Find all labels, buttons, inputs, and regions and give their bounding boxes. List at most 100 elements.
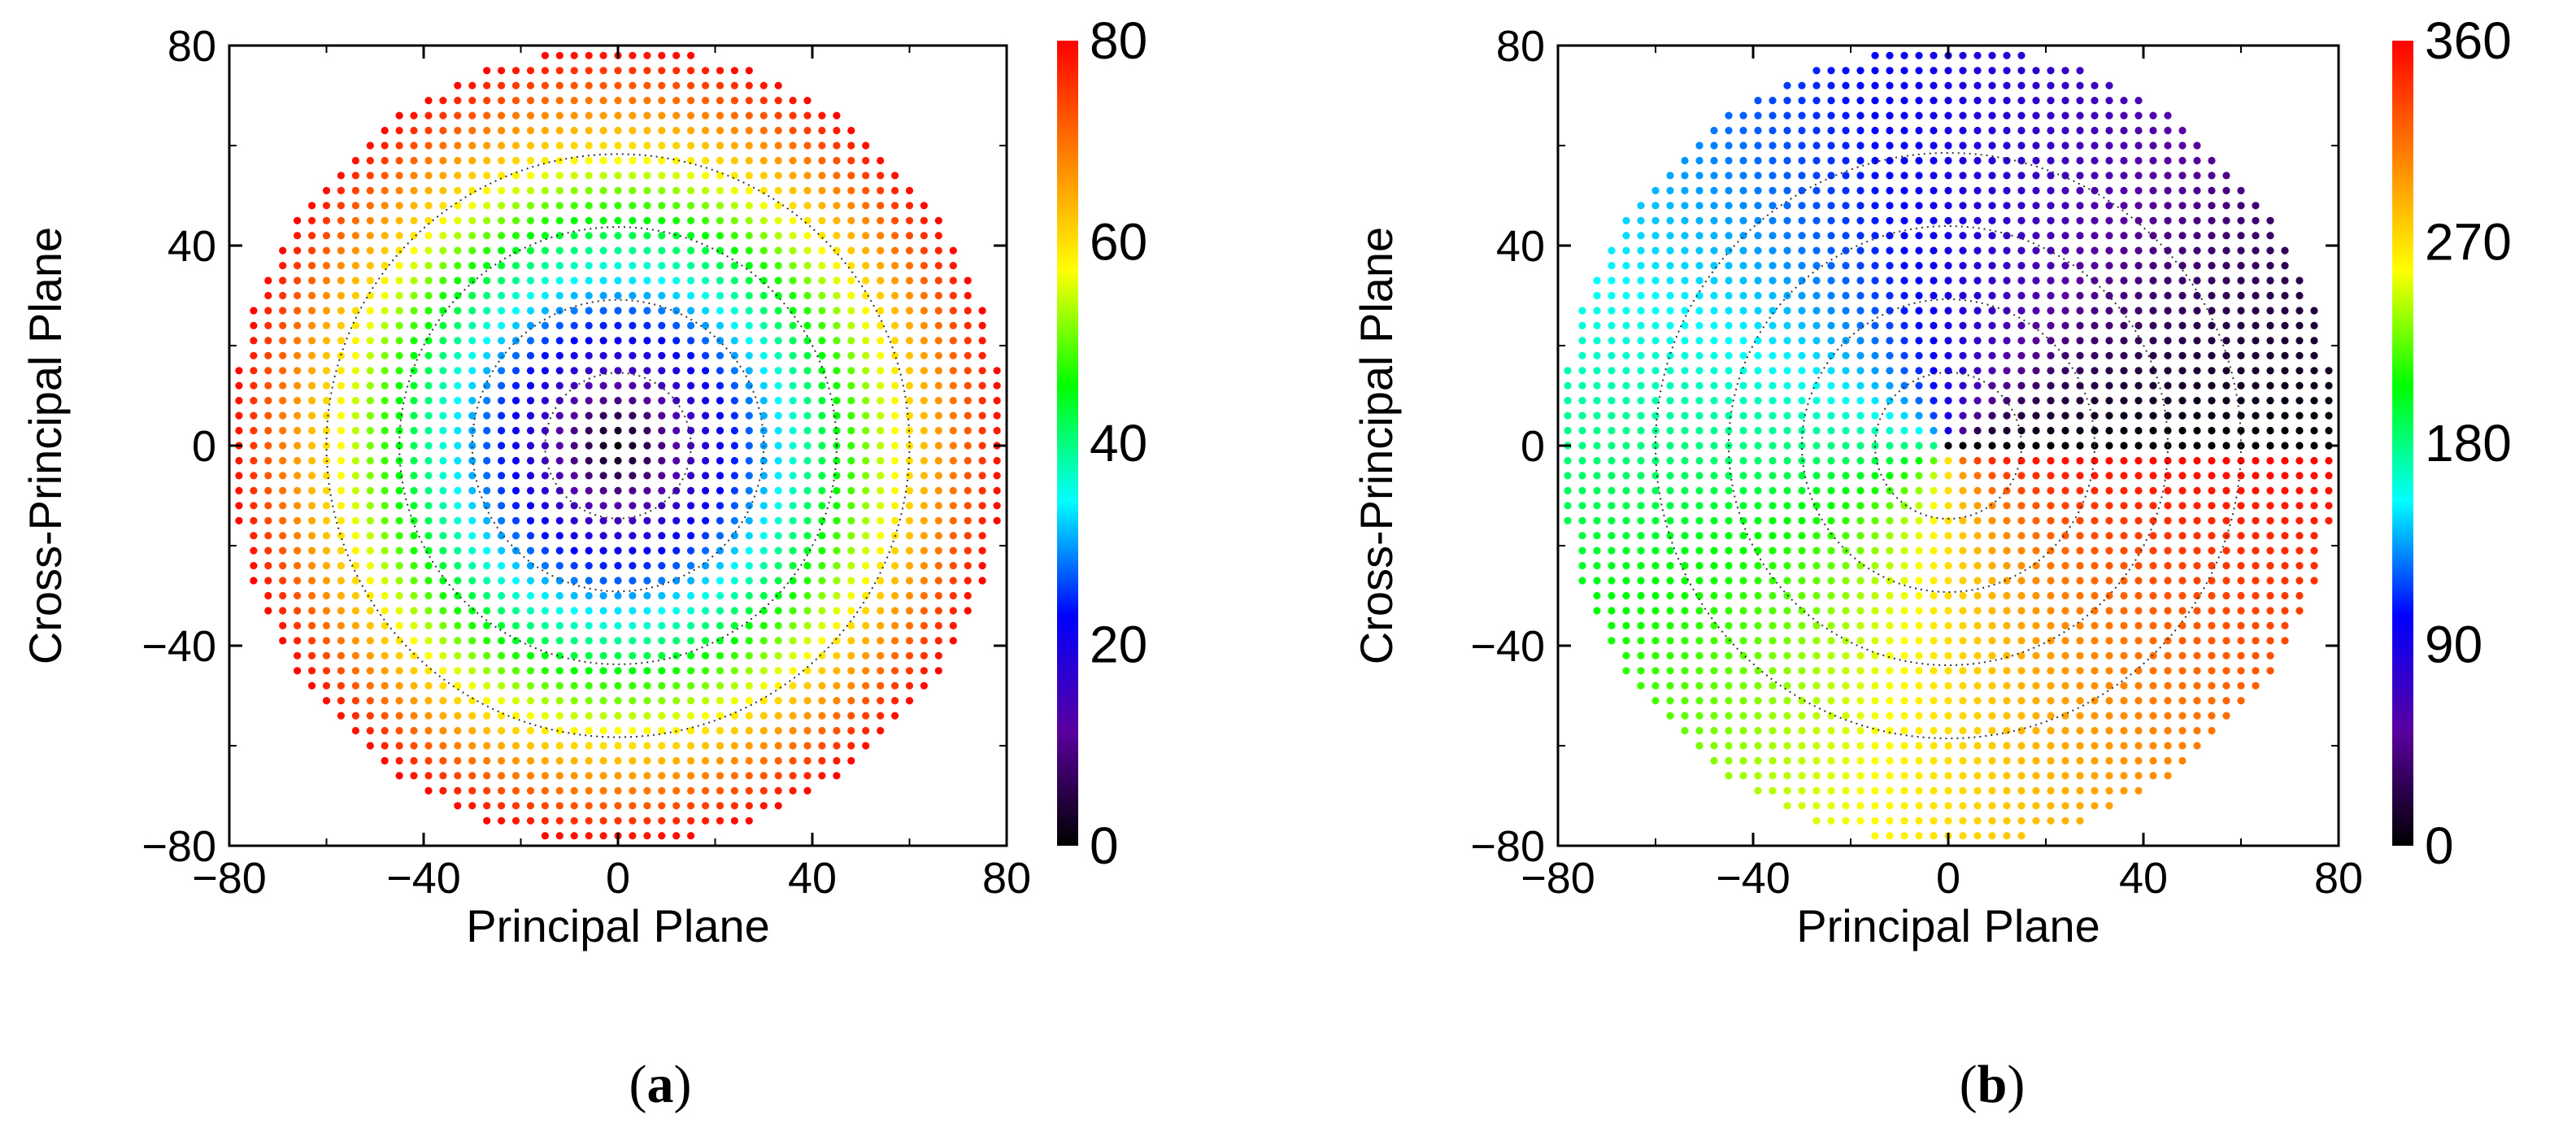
scatter-point [381, 546, 389, 555]
scatter-point [381, 486, 389, 495]
scatter-point [498, 816, 506, 825]
scatter-point [599, 516, 607, 525]
scatter-point [279, 591, 287, 600]
scatter-point [1754, 651, 1762, 660]
scatter-point [308, 591, 316, 600]
scatter-point [920, 502, 928, 510]
scatter-point [2105, 786, 2113, 795]
scatter-point [308, 262, 316, 270]
scatter-point [1695, 156, 1704, 165]
scatter-point [279, 546, 287, 555]
scatter-point [1637, 591, 1645, 600]
scatter-point [381, 681, 389, 690]
scatter-point [993, 456, 1001, 465]
scatter-point [454, 351, 462, 359]
scatter-point [629, 202, 637, 210]
scatter-point [1886, 637, 1894, 645]
scatter-point [410, 637, 418, 645]
scatter-point [774, 712, 782, 720]
scatter-point [1886, 411, 1894, 420]
scatter-point [687, 637, 695, 645]
scatter-point [2193, 697, 2201, 705]
scatter-point [862, 546, 870, 555]
scatter-point [2061, 351, 2069, 359]
scatter-point [1915, 742, 1923, 750]
scatter-point [1973, 291, 1982, 300]
scatter-point [2032, 426, 2040, 435]
scatter-point [381, 276, 389, 285]
scatter-point [468, 712, 476, 720]
scatter-point [424, 442, 433, 450]
scatter-point [1959, 472, 1967, 480]
scatter-point [1944, 681, 1952, 690]
scatter-point [395, 381, 403, 390]
scatter-point [1871, 832, 1879, 840]
scatter-point [1637, 202, 1645, 210]
scatter-point [1622, 532, 1630, 540]
scatter-point [526, 411, 535, 420]
scatter-point [2134, 411, 2143, 420]
scatter-point [2178, 697, 2187, 705]
scatter-point [2076, 351, 2084, 359]
scatter-point [570, 591, 578, 600]
scatter-point [1988, 202, 1996, 210]
scatter-point [585, 667, 593, 675]
scatter-point [1798, 97, 1806, 105]
scatter-point [1798, 276, 1806, 285]
scatter-point [1988, 456, 1996, 465]
scatter-point [2164, 351, 2172, 359]
scatter-point [934, 337, 942, 345]
scatter-point [468, 307, 476, 315]
scatter-point [1783, 786, 1791, 795]
scatter-point [643, 397, 651, 405]
scatter-point [1959, 67, 1967, 75]
scatter-point [730, 786, 739, 795]
scatter-point [1783, 621, 1791, 630]
scatter-point [1622, 276, 1630, 285]
scatter-point [789, 351, 797, 359]
scatter-point [308, 232, 316, 240]
scatter-point [1666, 397, 1674, 405]
scatter-point [468, 621, 476, 630]
scatter-point [774, 742, 782, 750]
scatter-point [1739, 202, 1747, 210]
scatter-point [2178, 637, 2187, 645]
scatter-point [905, 546, 914, 555]
scatter-point [745, 456, 753, 465]
scatter-point [1973, 172, 1982, 180]
scatter-point [235, 397, 243, 405]
scatter-point [2134, 216, 2143, 224]
scatter-point [1783, 411, 1791, 420]
scatter-point [541, 381, 550, 390]
scatter-point [468, 486, 476, 495]
scatter-point [745, 546, 753, 555]
scatter-point [424, 577, 433, 585]
scatter-point [1725, 337, 1733, 345]
scatter-point [1608, 607, 1616, 615]
scatter-point [702, 411, 710, 420]
scatter-point [570, 697, 578, 705]
scatter-point [716, 816, 724, 825]
scatter-point [1930, 51, 1938, 59]
scatter-point [2017, 472, 2026, 480]
scatter-point [745, 291, 753, 300]
scatter-point [1798, 502, 1806, 510]
scatter-point [745, 681, 753, 690]
scatter-point [1886, 502, 1894, 510]
scatter-point [439, 502, 447, 510]
scatter-point [1666, 172, 1674, 180]
scatter-point [614, 156, 622, 165]
scatter-point [905, 426, 914, 435]
scatter-point [351, 367, 359, 375]
scatter-point [745, 637, 753, 645]
scatter-point [2149, 456, 2157, 465]
scatter-point [410, 486, 418, 495]
scatter-point [1695, 562, 1704, 570]
scatter-point [2149, 486, 2157, 495]
scatter-point [1725, 262, 1733, 270]
scatter-point [614, 621, 622, 630]
scatter-point [730, 126, 739, 135]
scatter-point [1827, 202, 1835, 210]
scatter-point [730, 337, 739, 345]
scatter-point [1608, 532, 1616, 540]
